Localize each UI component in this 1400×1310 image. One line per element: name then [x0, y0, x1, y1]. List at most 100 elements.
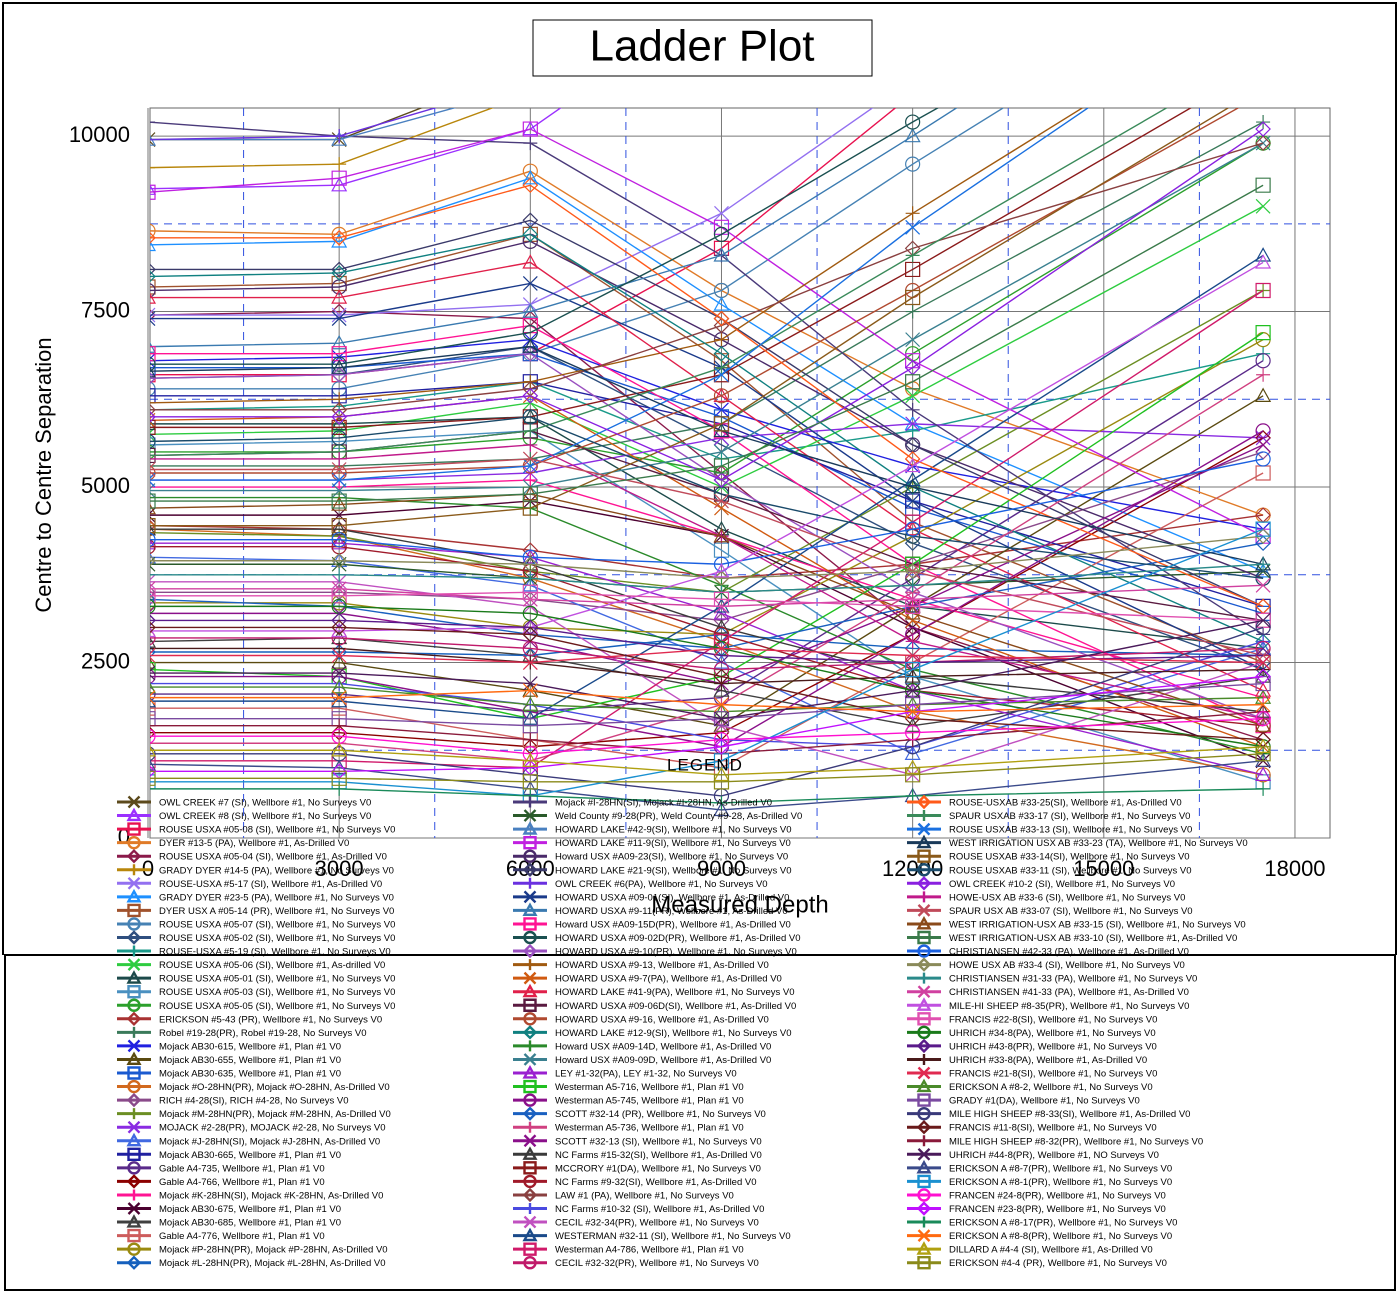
series-line	[150, 254, 1264, 720]
legend-item: MCCRORY #1(DA), Wellbore #1, No Surveys …	[513, 1161, 761, 1175]
legend-label: OWL CREEK #10-2 (SI), Wellbore #1, No Su…	[949, 879, 1175, 890]
marker	[1255, 521, 1271, 537]
marker	[150, 532, 156, 547]
legend-label: WEST IRRIGATION-USX AB #33-15 (SI), Well…	[949, 919, 1246, 930]
series-line	[150, 633, 1264, 657]
series-line	[150, 563, 1264, 594]
marker	[522, 120, 539, 136]
marker	[713, 717, 730, 732]
marker	[904, 457, 921, 473]
marker	[904, 471, 921, 487]
marker	[1255, 423, 1271, 439]
legend-label: Gable A4-766, Wellbore #1, Plan #1 V0	[159, 1177, 325, 1188]
marker	[905, 634, 920, 649]
marker	[150, 742, 155, 744]
marker	[331, 311, 347, 327]
marker	[331, 742, 348, 757]
legend-marker	[523, 1161, 537, 1175]
series-line	[150, 458, 1264, 565]
marker	[713, 416, 730, 432]
legend-marker	[522, 943, 538, 959]
marker	[906, 73, 920, 87]
marker	[904, 717, 921, 732]
marker	[1255, 535, 1271, 552]
series-line	[150, 626, 1264, 741]
marker	[150, 581, 156, 597]
legend-label: Mojack AB30-685, Wellbore #1, Plan #1 V0	[159, 1218, 341, 1229]
legend-marker	[127, 1202, 141, 1215]
marker	[713, 591, 730, 607]
marker	[905, 648, 921, 663]
marker	[522, 605, 538, 621]
marker	[332, 451, 347, 466]
marker	[905, 289, 921, 306]
legend-marker	[918, 810, 930, 822]
series-line	[150, 430, 1264, 748]
marker	[713, 654, 730, 669]
legend-marker	[522, 1025, 538, 1040]
marker	[905, 248, 920, 263]
legend-marker	[128, 864, 140, 876]
legend-item: NC Farms #10-32 (SI), Wellbore #1, As-Dr…	[513, 1203, 764, 1215]
marker	[332, 718, 347, 733]
legend-label: Howard USX #A09-09D, Wellbore #1, As-Dri…	[555, 1055, 771, 1066]
legend-marker	[127, 1066, 141, 1080]
legend-marker	[522, 1106, 538, 1121]
marker	[150, 307, 156, 323]
series-line	[150, 584, 1264, 608]
marker	[331, 619, 348, 636]
marker	[714, 444, 729, 460]
marker	[331, 388, 347, 404]
series-line	[150, 282, 1264, 671]
marker	[331, 430, 347, 446]
legend-label: SPAUR USX AB #33-07 (SI), Wellbore #1, N…	[949, 906, 1193, 917]
legend-label: CHRISTIANSEN #41-33 (PA), Wellbore #1, A…	[949, 987, 1189, 998]
legend-marker	[917, 849, 931, 863]
marker	[150, 636, 157, 648]
legend-label: HOWARD LAKE #42-9(SI), Wellbore #1, No S…	[555, 825, 792, 836]
series-line	[150, 184, 1264, 608]
legend-marker	[126, 1011, 142, 1026]
marker	[713, 766, 730, 782]
series-line	[150, 689, 1264, 713]
marker	[905, 570, 921, 586]
series-line	[150, 170, 1264, 516]
legend-item: HOWARD LAKE #12-9(SI), Wellbore #1, No S…	[513, 1025, 792, 1040]
legend-marker	[917, 1066, 931, 1080]
legend-label: Westerman A5-736, Wellbore #1, Plan #1 V…	[555, 1123, 744, 1134]
marker	[150, 356, 156, 372]
marker	[713, 563, 730, 578]
legend-label: NC Farms #10-32 (SI), Wellbore #1, As-Dr…	[555, 1204, 764, 1215]
marker	[522, 640, 538, 657]
legend-label: WESTERMAN #32-11 (SI), Wellbore #1, No S…	[555, 1231, 791, 1242]
marker	[150, 486, 155, 488]
legend-marker	[126, 888, 142, 903]
marker	[331, 770, 347, 786]
marker	[714, 493, 729, 509]
legend-label: DYER USX A #05-14 (PR), Wellbore #1, No …	[159, 906, 394, 917]
series-line	[150, 108, 1240, 474]
marker	[150, 648, 156, 663]
marker	[713, 282, 730, 299]
marker	[150, 554, 156, 567]
legend-label: LAW #1 (PA), Wellbore #1, No Surveys V0	[555, 1190, 734, 1201]
marker	[1255, 247, 1272, 262]
marker	[522, 655, 538, 670]
marker	[522, 345, 539, 362]
marker	[1255, 689, 1272, 704]
marker	[713, 774, 730, 790]
legend-item: HOWARD LAKE #42-9(SI), Wellbore #1, No S…	[513, 821, 792, 836]
legend-label: Mojack AB30-665, Wellbore #1, Plan #1 V0	[159, 1150, 341, 1161]
series-line	[150, 675, 1264, 773]
legend-item: Mojack AB30-615, Wellbore #1, Plan #1 V0	[117, 1039, 341, 1052]
series-line	[150, 128, 1264, 537]
marker	[713, 753, 730, 769]
marker	[332, 129, 347, 144]
marker	[1255, 675, 1271, 692]
marker	[522, 451, 538, 467]
marker	[905, 388, 921, 404]
series-line	[150, 345, 1264, 671]
marker	[713, 801, 730, 817]
legend-label: SCOTT #32-14 (PR), Wellbore #1, No Surve…	[555, 1109, 766, 1120]
marker	[714, 360, 729, 375]
